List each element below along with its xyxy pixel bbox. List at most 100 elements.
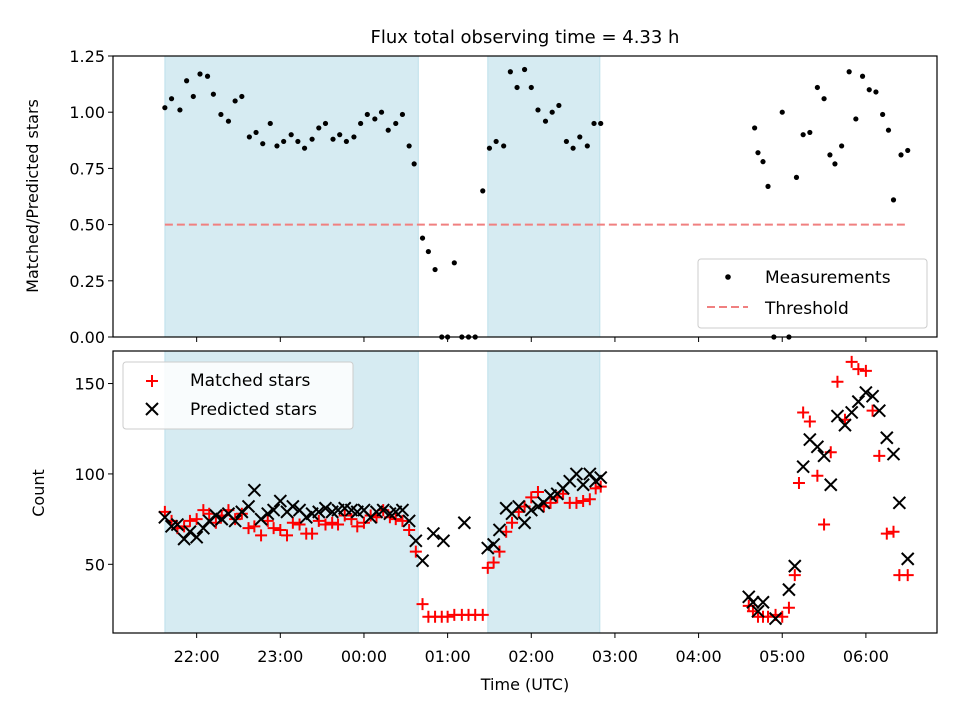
predicted-star-point [517, 516, 532, 530]
measurement-point [793, 174, 800, 180]
x-tick-label: 04:00 [676, 647, 722, 666]
matched-star-point [557, 487, 570, 500]
predicted-star-point [859, 385, 873, 400]
predicted-star-point [865, 389, 880, 403]
measurement-point [204, 73, 211, 79]
matched-star-point [306, 527, 319, 540]
measurement-point [563, 138, 570, 145]
matched-star-point [364, 509, 377, 522]
ratio-legend: Measurements Threshold [697, 258, 928, 329]
matched-star-point [441, 610, 454, 623]
predicted-star-point [817, 449, 831, 463]
count-y-ticks: 50 100 150 [74, 375, 113, 574]
predicted-star-point [531, 499, 545, 514]
measurement-point [309, 136, 315, 142]
measurement-point [425, 248, 431, 255]
measurement-point [432, 266, 438, 273]
measurement-point [507, 69, 513, 75]
measurement-point [570, 145, 576, 151]
counts-panel-frame [112, 350, 938, 634]
ratio-points [162, 66, 911, 340]
observing-window-shading [164, 55, 601, 338]
matched-star-point [351, 520, 364, 533]
matched-star-point [255, 529, 268, 542]
matched-star-point [312, 514, 325, 527]
measurement-point [535, 107, 541, 113]
y-tick-label: 150 [74, 375, 105, 394]
measurement-point [800, 132, 806, 138]
matched-star-point [880, 527, 893, 540]
matched-star-point [788, 569, 801, 582]
shaded-window [487, 55, 601, 338]
x-tick-label: 02:00 [508, 647, 554, 666]
shaded-window [164, 55, 419, 338]
measurement-point [885, 127, 892, 133]
measurement-point [873, 89, 879, 95]
matched-star-point [852, 363, 865, 376]
measurement-point [859, 73, 866, 79]
matched-star-point [370, 511, 383, 524]
predicted-star-point [594, 470, 608, 485]
measurement-point [351, 134, 357, 140]
measurement-point [584, 143, 590, 149]
ratio-y-ticks: 0.00 0.25 0.50 0.75 1.00 1.25 [69, 47, 113, 347]
ratio-panel: 0.00 0.25 0.50 0.75 1.00 1.25 Matched/Predict… [23, 47, 938, 347]
matched-star-point [797, 406, 810, 419]
measurement-point [752, 125, 758, 131]
legend-matched-label: Matched stars [190, 371, 310, 391]
matched-star-point [326, 516, 339, 529]
measurement-point [288, 132, 294, 138]
measurement-point [905, 147, 911, 154]
matched-star-point [396, 514, 409, 527]
predicted-star-point [756, 595, 770, 609]
matched-star-point [845, 355, 858, 368]
legend-predicted-marker [145, 402, 159, 416]
predicted-star-point [524, 503, 538, 517]
predicted-star-point [481, 541, 495, 555]
measurement-point [827, 152, 833, 158]
legend-threshold-label: Threshold [764, 299, 849, 319]
measurement-point [364, 111, 370, 118]
matched-star-point [493, 545, 506, 558]
legend-matched-marker [146, 375, 158, 387]
predicted-star-point [209, 508, 223, 523]
measurement-point [253, 129, 259, 136]
predicted-star-point [266, 503, 281, 517]
matched-star-point [319, 518, 332, 531]
measurement-point [337, 132, 343, 138]
measurement-point [225, 118, 232, 124]
predicted-star-point [457, 516, 472, 530]
measurement-point [880, 111, 886, 118]
matched-star-point [589, 482, 602, 495]
measurement-point [378, 109, 385, 115]
predicted-star-point [569, 467, 584, 481]
measurement-point [521, 66, 528, 73]
predicted-star-point [768, 611, 783, 626]
counts-legend-box [122, 361, 354, 430]
matched-star-point [525, 491, 538, 504]
predicted-star-point [746, 595, 760, 609]
measurement-point [393, 120, 399, 127]
predicted-star-point [286, 499, 300, 514]
predicted-star-point [426, 526, 441, 541]
measurement-point [177, 107, 183, 113]
time-x-ticks: 22:00 23:00 00:00 01:00 02:00 03:00 04:00 05:00… [174, 633, 889, 666]
matched-star-point [583, 493, 596, 506]
measurement-point [372, 116, 378, 122]
measurement-point [591, 120, 597, 127]
measurement-point [343, 138, 349, 145]
predicted-star-point [851, 394, 866, 409]
measurement-point [807, 129, 813, 136]
predicted-star-point [402, 514, 416, 528]
measurement-point [197, 71, 203, 77]
x-tick-label: 22:00 [174, 647, 220, 666]
matched-star-point [866, 404, 879, 417]
ratio-y-axis-label: Matched/Predicted stars [23, 99, 42, 293]
legend-measurements-marker [725, 274, 731, 280]
matched-star-point [338, 509, 351, 522]
measurement-point [316, 125, 322, 131]
predicted-star-point [318, 501, 333, 515]
y-tick-label: 50 [85, 555, 105, 574]
predicted-star-point [486, 537, 501, 552]
